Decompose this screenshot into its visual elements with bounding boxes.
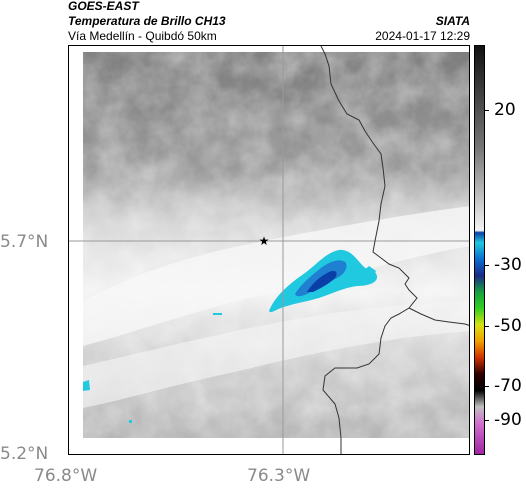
colorbar-tick-2 — [485, 265, 489, 266]
cold-cloud-speck — [83, 380, 90, 391]
colorbar-label-2: -30 — [494, 255, 522, 275]
y-tick-label-2: 5.2°N — [0, 444, 49, 464]
colorbar-tick-5 — [485, 420, 489, 421]
city-marker-icon: ★ — [259, 234, 270, 248]
country-border-line — [320, 46, 418, 454]
datetime-label: 2024-01-17 12:29 — [375, 29, 470, 43]
x-tick-label-2: 76.3°W — [247, 466, 311, 486]
colorbar-label-1: 20 — [494, 100, 516, 120]
satellite-title: GOES-EAST — [68, 0, 139, 13]
colorbar — [474, 45, 485, 455]
product-title: Temperatura de Brillo CH13 — [68, 14, 226, 28]
y-tick-label-1: 5.7°N — [0, 232, 49, 252]
region-subtitle: Vía Medellín - Quibdó 50km — [68, 29, 217, 43]
colorbar-tick-1 — [485, 110, 489, 111]
colorbar-tick-4 — [485, 386, 489, 387]
cold-cloud-speck-2 — [213, 313, 222, 315]
bright-cloud-band-2 — [83, 301, 469, 408]
colorbar-label-5: -90 — [494, 410, 522, 430]
cold-cloud-fragment — [362, 266, 376, 280]
coldest-cloud-core — [307, 270, 337, 292]
map-canvas: ★ — [69, 46, 469, 454]
colorbar-label-3: -50 — [494, 316, 522, 336]
source-label: SIATA — [435, 14, 470, 28]
department-border-line — [408, 307, 469, 326]
cold-cloud-speck-3 — [129, 420, 132, 423]
colorbar-label-4: -70 — [494, 376, 522, 396]
x-tick-label-1: 76.8°W — [34, 466, 98, 486]
colorbar-tick-3 — [485, 326, 489, 327]
satellite-map[interactable]: ★ — [68, 45, 470, 455]
